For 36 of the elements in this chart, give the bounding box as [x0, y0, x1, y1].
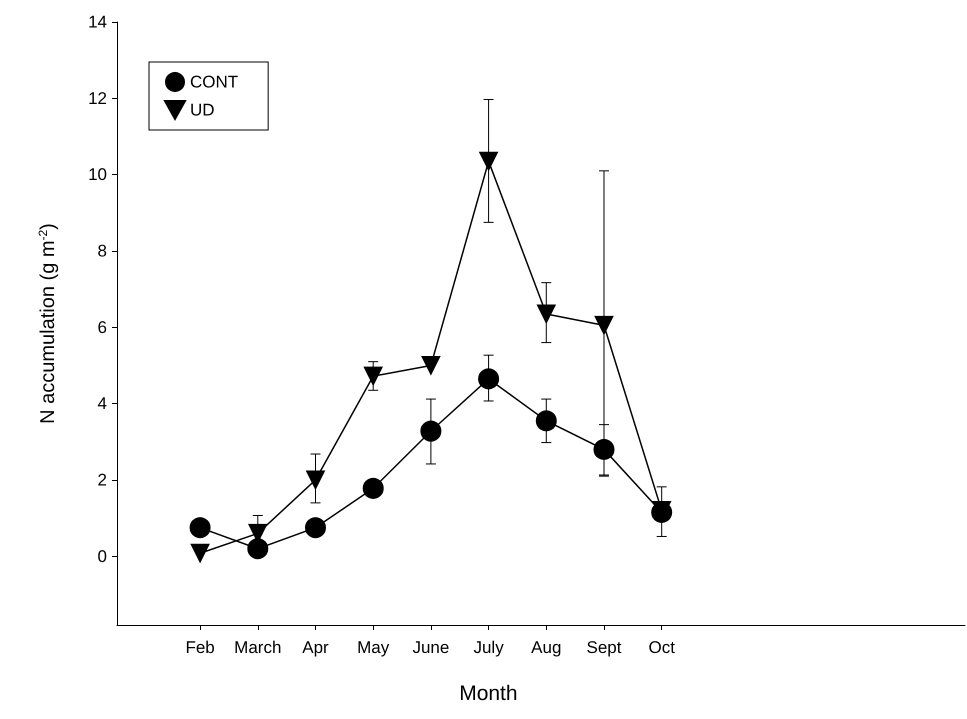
point: [190, 544, 210, 563]
point: [364, 366, 383, 386]
y-axis-title: N accumulation (g m-2): [36, 223, 59, 424]
x-tick-label: May: [357, 638, 390, 657]
point: [362, 478, 384, 499]
point: [594, 438, 614, 460]
y-tick-label: 10: [88, 165, 107, 184]
y-tick-label: 4: [98, 394, 107, 414]
y-tick-label: 0: [98, 546, 107, 566]
point: [306, 470, 325, 490]
point: [421, 356, 440, 375]
point: [536, 410, 557, 432]
point: [420, 420, 442, 442]
x-tick-label: Aug: [531, 638, 562, 657]
y-tick-label: 14: [88, 12, 107, 32]
point: [536, 304, 556, 324]
point: [479, 152, 498, 171]
y-tick-label: 6: [98, 318, 107, 337]
point: [305, 517, 326, 538]
y-tick-label: 2: [98, 470, 107, 490]
point: [190, 517, 211, 538]
x-tick-label: July: [473, 638, 504, 657]
legend-label: UD: [190, 100, 215, 120]
point: [594, 316, 614, 335]
x-tick-label: June: [412, 638, 450, 657]
x-axis-title: Month: [459, 682, 518, 705]
x-tick-label: Feb: [185, 638, 215, 657]
x-tick-label: Apr: [302, 638, 330, 657]
y-tick-label: 8: [98, 241, 107, 260]
point: [247, 538, 268, 560]
x-tick-label: Oct: [648, 638, 676, 657]
x-tick-label: Sept: [586, 638, 622, 657]
legend-label: CONT: [190, 72, 238, 92]
point: [478, 368, 500, 390]
x-tick-label: March: [234, 638, 282, 657]
y-tick-label: 12: [88, 88, 107, 108]
